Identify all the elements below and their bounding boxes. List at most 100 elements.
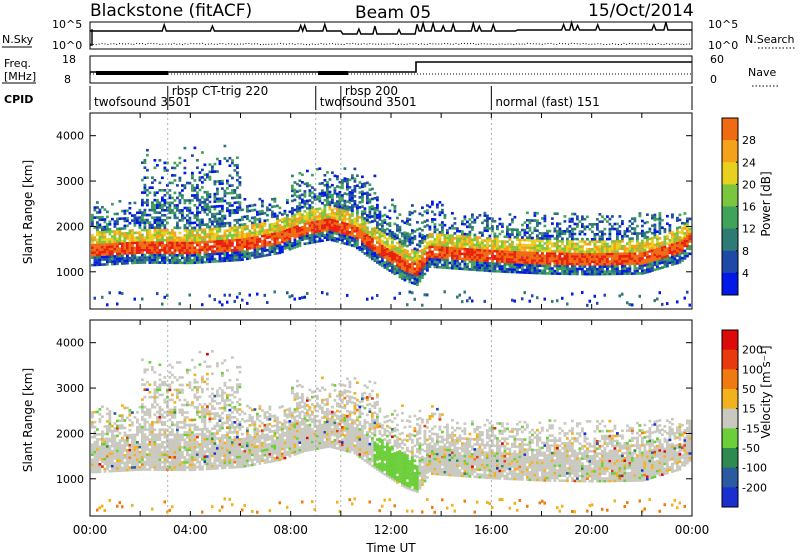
power-cell (428, 253, 432, 256)
power-cell (471, 260, 474, 264)
power-cell (158, 201, 162, 205)
power-cell (281, 240, 284, 244)
power-cell (423, 257, 427, 261)
power-cell (258, 197, 262, 201)
power-cell (573, 212, 577, 216)
power-cell (233, 201, 237, 205)
power-cell (196, 208, 199, 212)
power-cell (193, 196, 197, 200)
power-cell (376, 256, 379, 259)
power-cell (361, 183, 364, 186)
power-cell (216, 227, 219, 231)
power-cell (653, 253, 657, 257)
power-cell (201, 256, 204, 259)
power-cell (568, 257, 572, 261)
power-cell (391, 231, 394, 234)
power-cell (518, 251, 522, 254)
power-cell (218, 219, 222, 223)
power-cell (163, 224, 167, 227)
power-cell (153, 248, 157, 252)
power-cell (606, 245, 609, 248)
power-cell (203, 198, 207, 201)
velocity-cell (121, 424, 124, 427)
power-cell (368, 245, 372, 249)
velocity-cell (131, 451, 134, 454)
power-cell (308, 241, 312, 245)
power-cell (431, 260, 434, 263)
nsky-series (89, 19, 692, 46)
velocity-cell (116, 444, 119, 448)
power-cell (183, 206, 187, 210)
power-cell (243, 240, 247, 243)
power-cell (643, 231, 647, 235)
power-cell (216, 235, 219, 238)
power-cell (556, 267, 559, 270)
power-cell (638, 294, 641, 298)
power-cell (441, 203, 444, 207)
power-cell (283, 232, 287, 235)
power-cell (396, 264, 399, 267)
power-cell (128, 234, 132, 237)
power-cell (208, 208, 212, 211)
power-cell (498, 245, 502, 248)
power-cell (383, 228, 387, 232)
power-cell (91, 233, 94, 237)
power-cell (651, 236, 654, 240)
power-cell (598, 255, 602, 258)
power-cell (338, 238, 342, 241)
power-cell (641, 224, 644, 228)
velocity-cell (121, 459, 124, 462)
power-cell (396, 216, 399, 220)
power-cell (476, 258, 479, 262)
power-cell (661, 218, 664, 222)
power-cell (148, 261, 152, 264)
velocity-cell (101, 432, 104, 436)
power-cell (203, 245, 207, 249)
power-cell (166, 191, 169, 195)
power-cell (131, 219, 134, 222)
power-cell (476, 241, 479, 244)
power-cell (183, 241, 187, 245)
power-cell (196, 186, 199, 189)
power-cell (528, 269, 532, 272)
power-cell (361, 195, 364, 199)
power-cell (381, 219, 384, 223)
power-cell (226, 159, 229, 163)
power-cell (573, 260, 577, 263)
power-cell (548, 272, 552, 275)
power-cell (401, 242, 404, 245)
power-cell (248, 219, 252, 223)
power-cell (453, 244, 457, 248)
power-cell (493, 262, 497, 265)
power-cell (198, 223, 202, 227)
power-cell (173, 191, 177, 195)
power-cell (556, 222, 559, 225)
power-cell (261, 224, 264, 228)
power-cell (616, 232, 619, 236)
velocity-cell (101, 465, 104, 468)
velocity-cell (106, 450, 109, 453)
power-cell (378, 260, 382, 264)
power-cell (293, 221, 297, 224)
power-cell (303, 295, 306, 299)
velocity-cell (123, 441, 127, 445)
power-cell (313, 240, 317, 244)
power-cell (131, 254, 134, 257)
power-cell (648, 255, 652, 258)
velocity-cell (128, 436, 132, 439)
velocity-cell (113, 412, 117, 415)
power-cell (298, 219, 302, 222)
power-cell (391, 253, 394, 257)
power-cell (158, 181, 162, 185)
power-cell (261, 222, 264, 225)
power-cell (581, 250, 584, 253)
power-cell (566, 237, 569, 241)
power-cell (341, 179, 344, 182)
power-cell (581, 291, 584, 294)
power-cell (458, 242, 462, 246)
power-cell (268, 203, 272, 207)
power-data (91, 113, 692, 309)
power-cell (328, 208, 332, 211)
power-cell (393, 207, 397, 211)
power-cell (193, 234, 197, 237)
